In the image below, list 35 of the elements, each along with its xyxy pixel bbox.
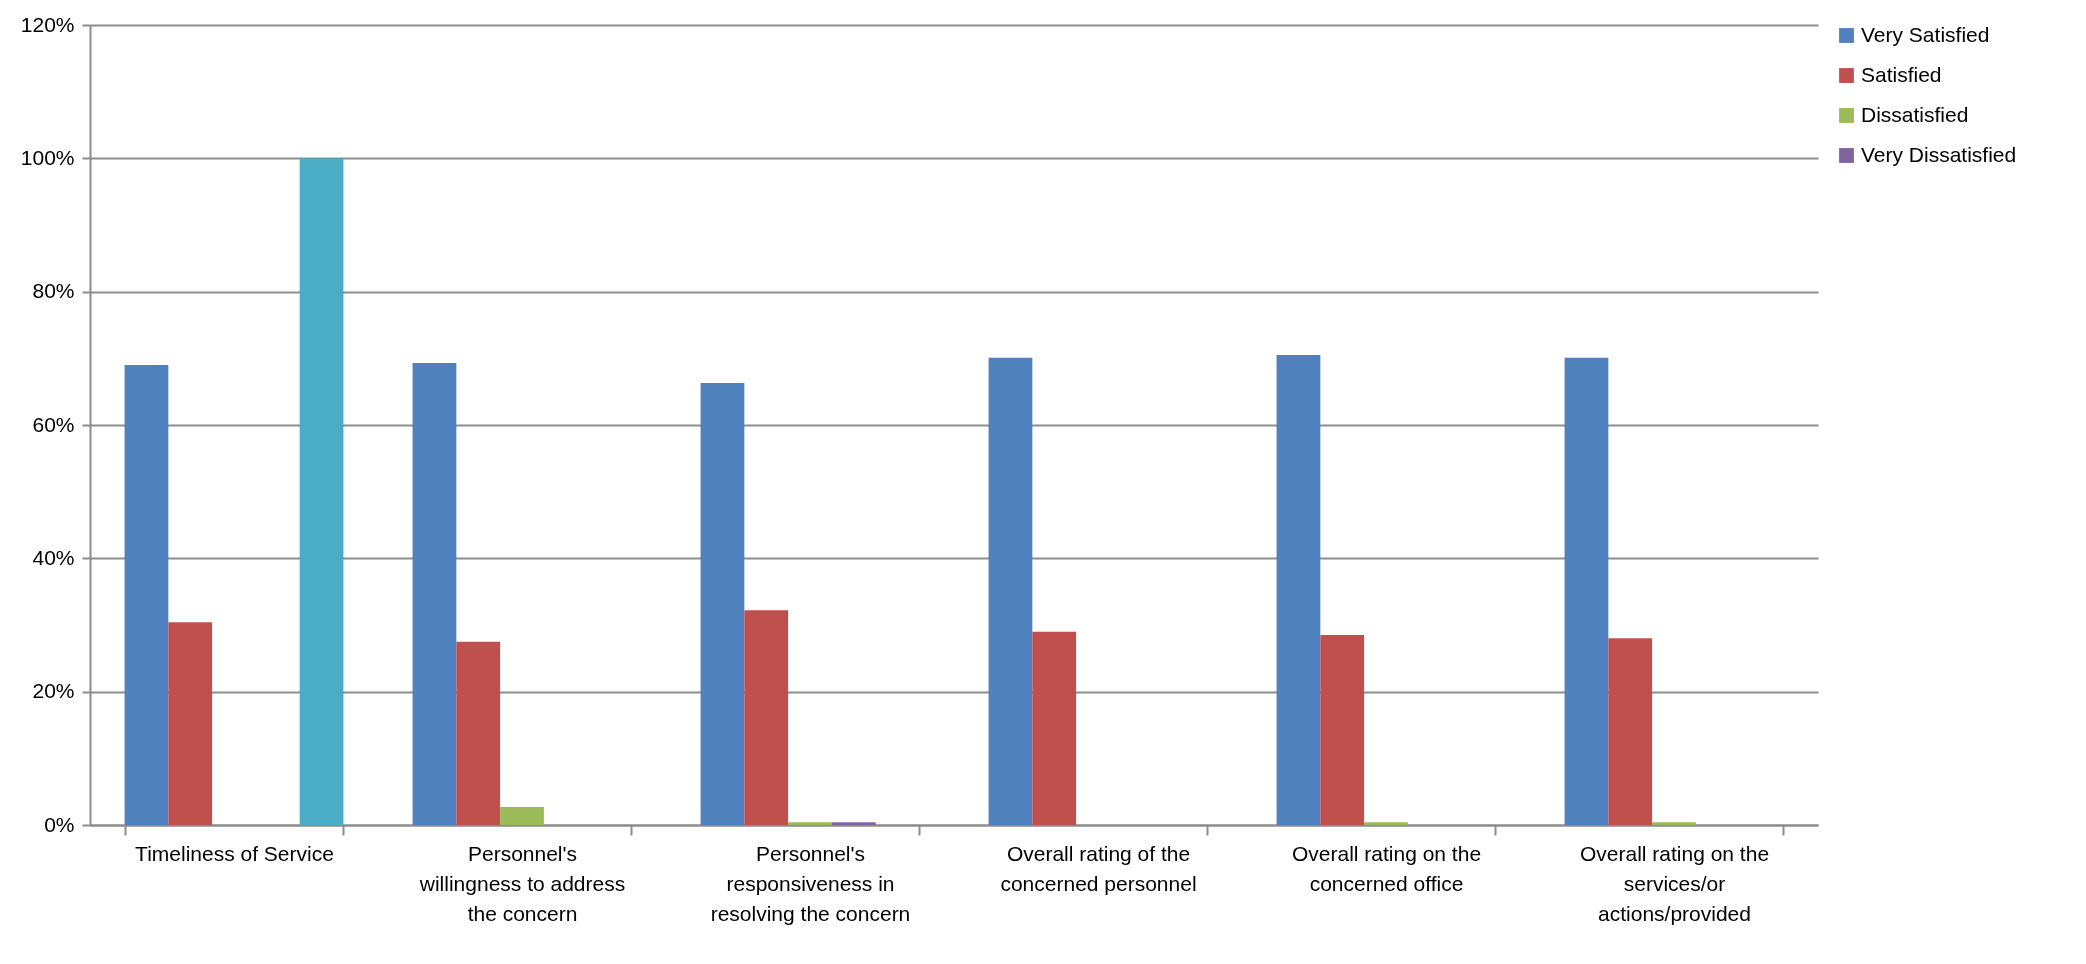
legend-label: Very Satisfied — [1861, 22, 1990, 46]
y-tick-label: 0% — [44, 812, 75, 836]
bar — [299, 158, 344, 825]
x-tick-label: Overall rating on the concerned office — [1291, 841, 1482, 895]
bar — [124, 365, 169, 825]
bar — [500, 807, 544, 825]
bar — [1564, 357, 1609, 825]
bar — [831, 822, 876, 825]
bar — [1320, 635, 1365, 825]
legend-label: Satisfied — [1861, 62, 1942, 86]
y-tick-label: 120% — [20, 12, 75, 36]
legend-label: Very Dissatisfied — [1861, 142, 2017, 166]
bar — [1032, 631, 1077, 825]
y-tick-label: 40% — [32, 545, 75, 569]
bar — [1608, 638, 1653, 825]
y-tick-label: 60% — [32, 412, 75, 436]
bar — [1276, 355, 1321, 825]
x-tick-label: Overall rating of the concerned personnel — [1000, 841, 1197, 895]
bar — [1652, 822, 1696, 825]
bar — [456, 641, 501, 825]
x-tick-label: Timeliness of Service — [135, 841, 334, 865]
bar — [700, 383, 745, 825]
bar — [788, 822, 832, 825]
bar — [1364, 822, 1408, 825]
bar — [988, 357, 1033, 825]
x-tick-label: Overall rating on the services/or actions/provided — [1579, 841, 1770, 925]
y-tick-label: 100% — [20, 145, 75, 169]
x-tick-label: Personnel's responsiveness in resolving the concern — [710, 841, 911, 925]
bar — [744, 610, 789, 825]
legend-label: Dissatisfied — [1861, 102, 1969, 126]
bar — [168, 622, 213, 825]
y-tick-label: 20% — [32, 679, 75, 703]
x-tick-label: Personnel's willingness to address the concern — [418, 841, 626, 925]
bar — [412, 363, 457, 825]
y-tick-label: 80% — [32, 279, 75, 303]
